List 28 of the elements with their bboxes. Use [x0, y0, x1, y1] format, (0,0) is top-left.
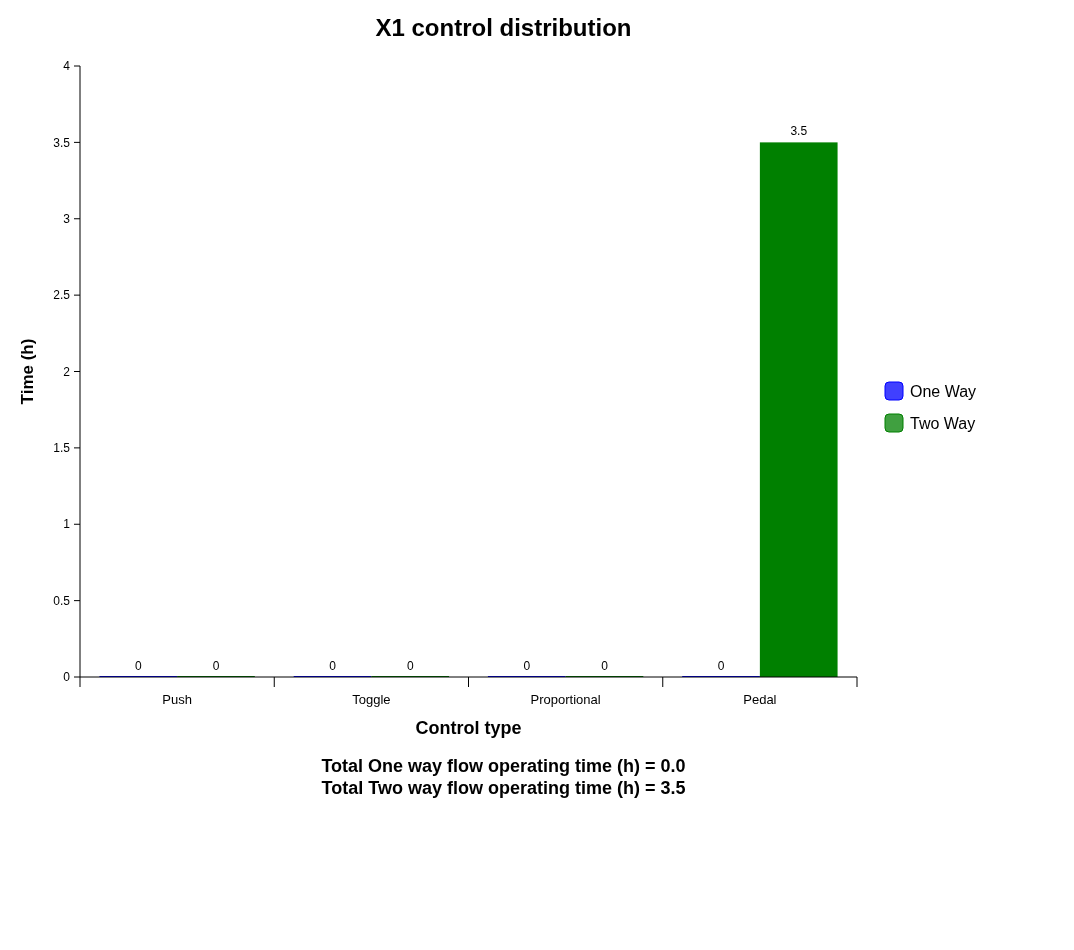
x-tick-label: Pedal: [743, 692, 777, 707]
y-tick-label: 4: [63, 59, 71, 74]
text: Total Two way flow operating time (h) = 3.5: [321, 778, 686, 798]
data-label: 0: [523, 659, 531, 673]
y-tick-label: 1.5: [53, 441, 71, 456]
y-tick-label: 2.5: [53, 288, 71, 303]
y-tick-label: 0: [63, 670, 71, 685]
data-label: 0: [717, 659, 725, 673]
y-tick-label: 2: [63, 364, 71, 379]
y-tick-label: 3: [63, 211, 71, 226]
data-label: 0: [212, 659, 220, 673]
x-tick-label: Toggle: [352, 692, 391, 707]
data-label: 0: [601, 659, 609, 673]
text: Total One way flow operating time (h) = 0.0: [321, 756, 686, 776]
legend-label: Two Way: [910, 414, 976, 432]
data-label: 0: [134, 659, 142, 673]
chart-title: X1 control distribution: [375, 14, 632, 41]
x-axis-title: Control type: [415, 718, 522, 738]
x-tick-label: Push: [162, 692, 192, 707]
y-tick-label: 1: [63, 517, 71, 532]
data-label: 0: [406, 659, 414, 673]
x-tick-label: Proportional: [530, 692, 601, 707]
y-tick-label: 0.5: [53, 593, 71, 608]
y-axis-title: Time (h): [18, 338, 37, 405]
legend-label: One Way: [910, 382, 977, 400]
data-label: 3.5: [790, 124, 808, 139]
y-tick-label: 3.5: [53, 135, 71, 150]
data-label: 0: [329, 659, 337, 673]
